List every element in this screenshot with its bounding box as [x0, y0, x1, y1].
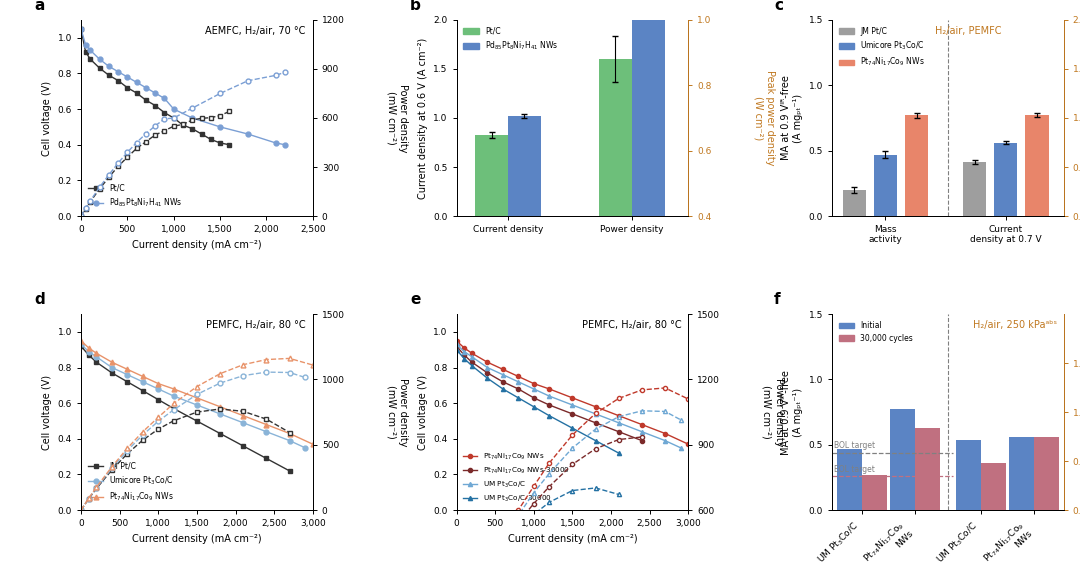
Bar	[981, 463, 1007, 510]
Bar	[508, 116, 541, 216]
Text: e: e	[410, 292, 420, 307]
Bar	[842, 190, 866, 216]
Text: PEMFC, H₂/air, 80 °C: PEMFC, H₂/air, 80 °C	[582, 320, 681, 330]
Legend: Initial, 30,000 cycles: Initial, 30,000 cycles	[836, 318, 916, 346]
Text: BOL target: BOL target	[835, 441, 876, 450]
Bar	[475, 135, 508, 216]
Bar	[632, 0, 664, 347]
Text: d: d	[35, 292, 45, 307]
Legend: Pt/C, Pd$_{85}$Pt$_8$Ni$_7$H$_{41}$ NWs: Pt/C, Pd$_{85}$Pt$_8$Ni$_7$H$_{41}$ NWs	[460, 24, 562, 55]
Bar	[1026, 115, 1049, 216]
Text: H₂/air, PEMFC: H₂/air, PEMFC	[934, 26, 1001, 36]
Y-axis label: Cell voltage (V): Cell voltage (V)	[42, 80, 52, 156]
Bar	[862, 475, 887, 510]
Text: b: b	[410, 0, 421, 13]
Text: H₂/air, 250 kPaᵃᵇˢ: H₂/air, 250 kPaᵃᵇˢ	[973, 320, 1057, 330]
Bar	[890, 409, 915, 510]
Y-axis label: Power density
(mW cm⁻²): Power density (mW cm⁻²)	[387, 378, 408, 446]
X-axis label: Current density (mA cm⁻²): Current density (mA cm⁻²)	[132, 534, 261, 544]
Bar	[598, 59, 632, 347]
Y-axis label: Cell voltage (V): Cell voltage (V)	[42, 374, 52, 450]
Text: EOL target: EOL target	[835, 465, 875, 474]
Text: c: c	[774, 0, 783, 13]
Bar	[1034, 437, 1059, 510]
Text: f: f	[774, 292, 781, 307]
Bar	[837, 449, 862, 510]
Y-axis label: Current density at 0.6 V (A cm⁻²): Current density at 0.6 V (A cm⁻²)	[418, 38, 428, 198]
Text: AEMFC, H₂/air, 70 °C: AEMFC, H₂/air, 70 °C	[205, 26, 306, 36]
Bar	[874, 154, 897, 216]
Y-axis label: Cell voltage (V): Cell voltage (V)	[418, 374, 428, 450]
Legend: JM Pt/C, Umicore Pt$_3$Co/C, Pt$_{74}$Ni$_{17}$Co$_9$ NWs: JM Pt/C, Umicore Pt$_3$Co/C, Pt$_{74}$Ni…	[836, 24, 928, 71]
Y-axis label: MA at 0.9 Vᴵᴿ-free
(A mgₚₜ⁻¹): MA at 0.9 Vᴵᴿ-free (A mgₚₜ⁻¹)	[782, 76, 804, 160]
Legend: JM Pt/C, Umicore Pt$_3$Co/C, Pt$_{74}$Ni$_{17}$Co$_9$ NWs: JM Pt/C, Umicore Pt$_3$Co/C, Pt$_{74}$Ni…	[85, 459, 177, 506]
Y-axis label: Power density
(mW cm⁻²): Power density (mW cm⁻²)	[387, 84, 408, 152]
Text: a: a	[35, 0, 45, 13]
Y-axis label: Peak power density
(W cm⁻²): Peak power density (W cm⁻²)	[754, 70, 775, 166]
Bar	[905, 115, 929, 216]
Bar	[915, 428, 940, 510]
X-axis label: Current density (mA cm⁻²): Current density (mA cm⁻²)	[508, 534, 637, 544]
Bar	[995, 142, 1017, 216]
Y-axis label: MA at 0.9 Vᴵᴿ-free
(A mgₚₜ⁻¹): MA at 0.9 Vᴵᴿ-free (A mgₚₜ⁻¹)	[782, 370, 804, 454]
Legend: Pt/C, Pd$_{85}$Pt$_8$Ni$_7$H$_{41}$ NWs: Pt/C, Pd$_{85}$Pt$_8$Ni$_7$H$_{41}$ NWs	[85, 181, 186, 212]
Text: PEMFC, H₂/air, 80 °C: PEMFC, H₂/air, 80 °C	[206, 320, 306, 330]
Bar	[963, 162, 986, 216]
Bar	[956, 439, 981, 510]
X-axis label: Current density (mA cm⁻²): Current density (mA cm⁻²)	[132, 239, 261, 250]
Bar	[1009, 437, 1034, 510]
Y-axis label: Power density
(mW cm⁻²): Power density (mW cm⁻²)	[762, 378, 784, 446]
Legend: Pt$_{74}$Ni$_{17}$Co$_9$ NWs, Pt$_{74}$Ni$_{17}$Co$_9$ NWs-30000, UM Pt$_3$Co/C,: Pt$_{74}$Ni$_{17}$Co$_9$ NWs, Pt$_{74}$N…	[460, 449, 573, 507]
